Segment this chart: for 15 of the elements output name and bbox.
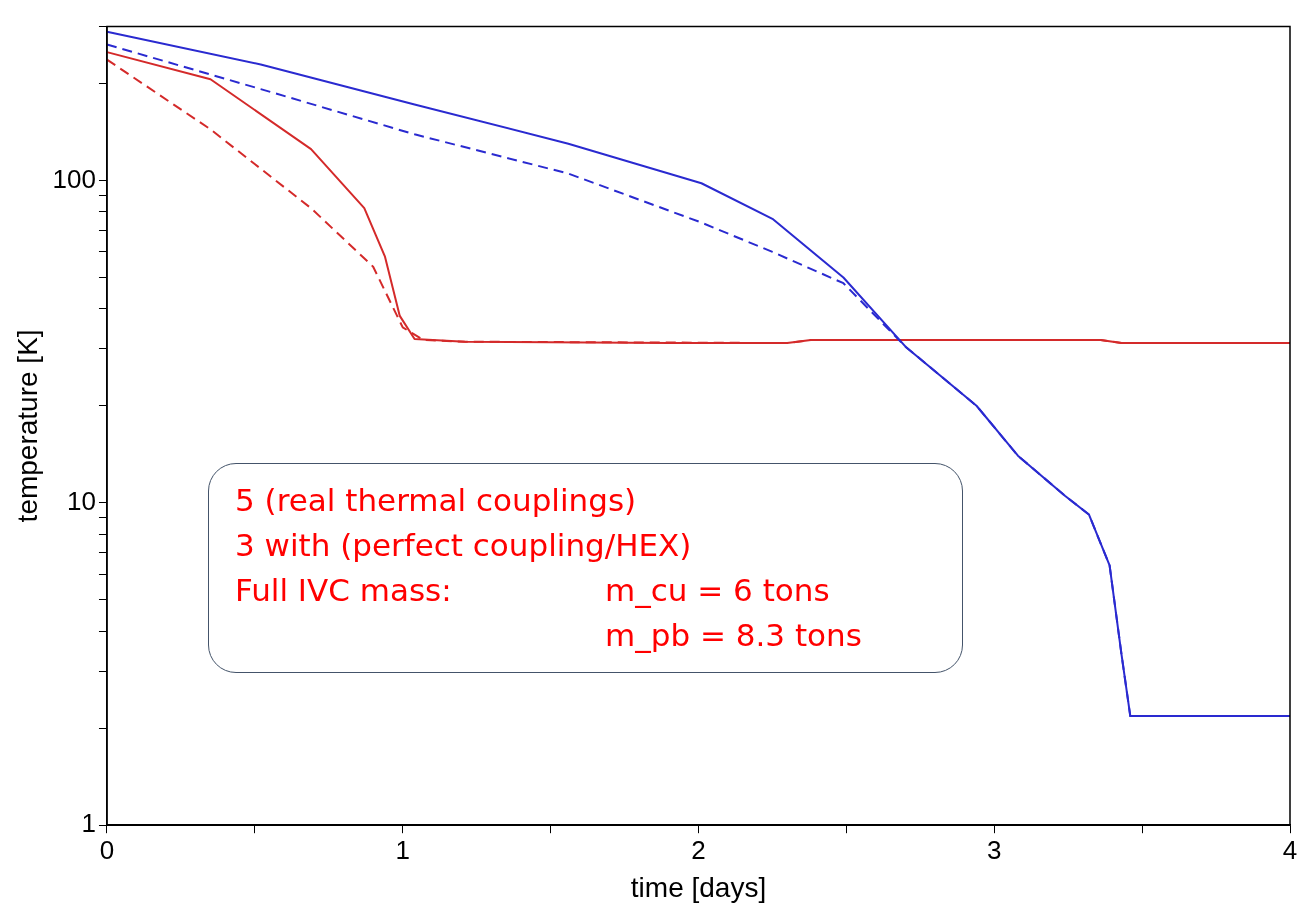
annotation: m_cu = 6 tons bbox=[605, 571, 831, 610]
annotation: 5 (real thermal couplings) bbox=[235, 481, 638, 520]
x-tick-label: 2 bbox=[691, 834, 706, 865]
x-tick-label: 4 bbox=[1282, 834, 1298, 865]
y-tick-label: 100 bbox=[52, 163, 96, 194]
y-tick-label: 10 bbox=[67, 485, 96, 516]
annotation: m_pb = 8.3 tons bbox=[605, 616, 863, 655]
y-tick-label: 1 bbox=[81, 808, 96, 839]
annotation: 3 with (perfect coupling/HEX) bbox=[235, 526, 693, 565]
x-tick-label: 3 bbox=[987, 834, 1002, 865]
y-axis-title: temperature [K] bbox=[11, 329, 43, 523]
x-tick-label: 0 bbox=[99, 834, 115, 865]
annotation: Full IVC mass: bbox=[235, 571, 453, 610]
x-axis-title: time [days] bbox=[630, 871, 767, 903]
x-tick-label: 1 bbox=[395, 834, 410, 865]
